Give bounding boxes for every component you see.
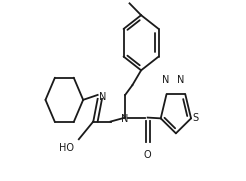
Text: N: N (99, 92, 107, 102)
Text: S: S (192, 113, 198, 123)
Text: O: O (144, 150, 152, 160)
Text: N: N (122, 114, 129, 124)
Text: N: N (177, 75, 184, 85)
Text: HO: HO (60, 143, 75, 153)
Text: N: N (162, 75, 169, 85)
